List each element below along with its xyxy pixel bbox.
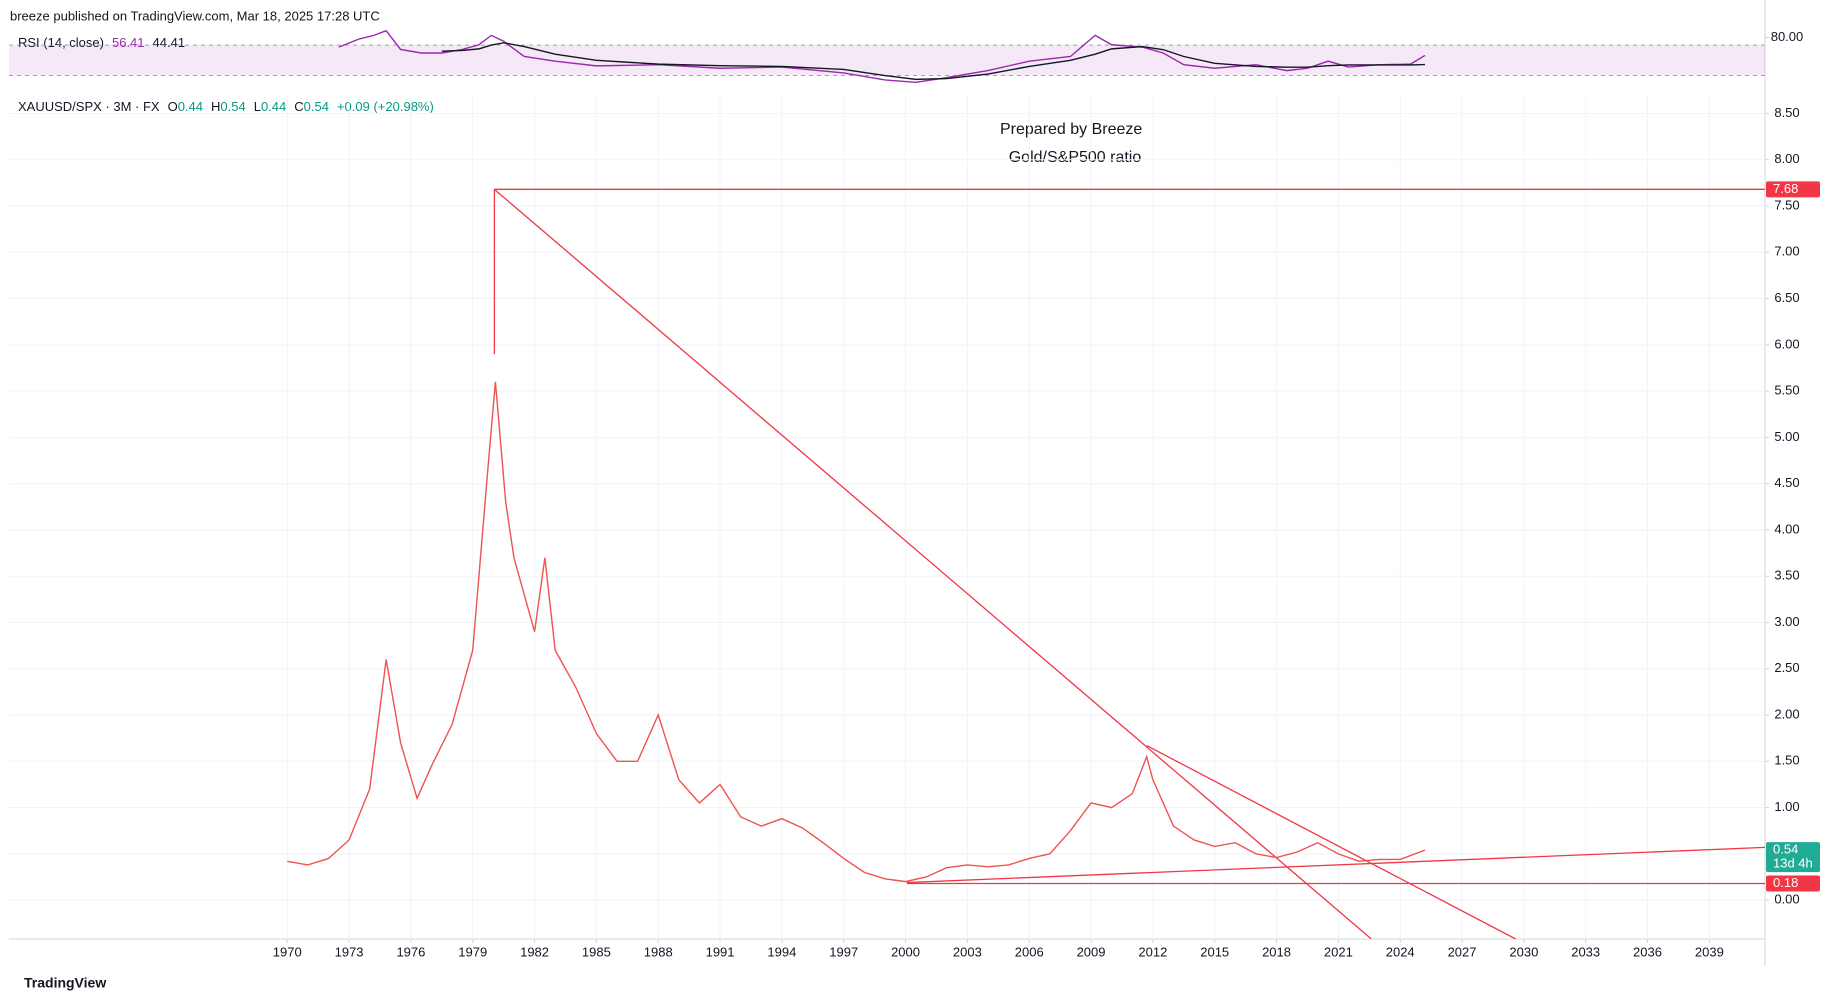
ohlc-value: 0.44 bbox=[178, 99, 203, 114]
annotation: Gold/S&P500 ratio bbox=[1009, 149, 1142, 166]
x-tick-label: 2027 bbox=[1448, 944, 1477, 959]
ohlc-label: H bbox=[211, 99, 220, 114]
price-label-box bbox=[1766, 842, 1820, 873]
y-tick-label: 7.50 bbox=[1774, 197, 1799, 212]
x-tick-label: 1973 bbox=[335, 944, 364, 959]
price-label-box bbox=[1766, 875, 1820, 892]
y-tick-label: 7.00 bbox=[1774, 244, 1799, 259]
x-tick-label: 1982 bbox=[520, 944, 549, 959]
y-tick-label: 4.00 bbox=[1774, 521, 1799, 536]
rsi-value: 56.41 bbox=[112, 35, 145, 50]
y-tick-label: 6.50 bbox=[1774, 290, 1799, 305]
x-tick-label: 1985 bbox=[582, 944, 611, 959]
price-label: 0.54 bbox=[1773, 842, 1798, 857]
annotation: Prepared by Breeze bbox=[1000, 121, 1142, 138]
ohlc-value: 0.44 bbox=[261, 99, 286, 114]
price-sublabel: 13d 4h bbox=[1773, 856, 1813, 871]
y-tick-label: 80.00 bbox=[1771, 29, 1804, 44]
header: breeze published on TradingView.com, Mar… bbox=[10, 8, 380, 23]
series-line bbox=[287, 381, 1426, 883]
y-tick-label: 8.00 bbox=[1774, 151, 1799, 166]
x-tick-label: 1997 bbox=[829, 944, 858, 959]
series-line bbox=[441, 42, 1425, 81]
price-label: 7.68 bbox=[1773, 181, 1798, 196]
x-tick-label: 1994 bbox=[767, 944, 796, 959]
x-tick-label: 2018 bbox=[1262, 944, 1291, 959]
ohlc-value: 0.54 bbox=[304, 99, 329, 114]
rsi-band bbox=[9, 45, 1765, 76]
ohlc-label: C bbox=[294, 99, 303, 114]
x-tick-label: 2030 bbox=[1509, 944, 1538, 959]
y-tick-label: 2.50 bbox=[1774, 660, 1799, 675]
x-tick-label: 2015 bbox=[1200, 944, 1229, 959]
trendline bbox=[906, 846, 1765, 884]
ohlc-label: O bbox=[168, 99, 178, 114]
trendline bbox=[493, 188, 1372, 939]
x-tick-label: 2000 bbox=[891, 944, 920, 959]
x-tick-label: 2033 bbox=[1571, 944, 1600, 959]
rsi-ma-value: 44.41 bbox=[153, 35, 186, 50]
y-tick-label: 2.00 bbox=[1774, 706, 1799, 721]
plot-area bbox=[9, 29, 1765, 83]
footer: TradingView bbox=[24, 975, 106, 991]
y-tick-label: 8.50 bbox=[1774, 105, 1799, 120]
x-tick-label: 2012 bbox=[1138, 944, 1167, 959]
symbol: XAUUSD/SPX · 3M · FX bbox=[18, 99, 160, 114]
price-label-box bbox=[1766, 181, 1820, 198]
x-tick-label: 2009 bbox=[1077, 944, 1106, 959]
y-tick-label: 1.00 bbox=[1774, 799, 1799, 814]
plot-area bbox=[9, 94, 1765, 939]
x-tick-label: 1976 bbox=[396, 944, 425, 959]
x-tick-label: 2021 bbox=[1324, 944, 1353, 959]
y-tick-label: 3.50 bbox=[1774, 568, 1799, 583]
y-tick-label: 3.00 bbox=[1774, 614, 1799, 629]
x-tick-label: 2036 bbox=[1633, 944, 1662, 959]
price-legend: XAUUSD/SPX · 3M · FX O0.44 H0.54 L0.44 C0.54… bbox=[18, 99, 434, 114]
y-tick-label: 0.00 bbox=[1774, 892, 1799, 907]
x-tick-label: 1991 bbox=[706, 944, 735, 959]
x-tick-label: 2024 bbox=[1386, 944, 1415, 959]
rsi-legend: RSI (14, close) 56.41 44.41 bbox=[18, 35, 185, 50]
price-label: 0.18 bbox=[1773, 875, 1798, 890]
x-tick-label: 1970 bbox=[273, 944, 302, 959]
y-tick-label: 6.00 bbox=[1774, 336, 1799, 351]
y-tick-label: 4.50 bbox=[1774, 475, 1799, 490]
x-tick-label: 1988 bbox=[644, 944, 673, 959]
trendline bbox=[1146, 744, 1516, 939]
change: +0.09 (+20.98%) bbox=[337, 99, 434, 114]
x-tick-label: 2039 bbox=[1695, 944, 1724, 959]
rsi-title: RSI (14, close) bbox=[18, 35, 104, 50]
y-tick-label: 5.50 bbox=[1774, 383, 1799, 398]
ohlc-value: 0.54 bbox=[220, 99, 245, 114]
x-tick-label: 2006 bbox=[1015, 944, 1044, 959]
y-tick-label: 1.50 bbox=[1774, 753, 1799, 768]
x-tick-label: 1979 bbox=[458, 944, 487, 959]
y-tick-label: 5.00 bbox=[1774, 429, 1799, 444]
ohlc-label: L bbox=[254, 99, 261, 114]
series-line bbox=[338, 29, 1426, 83]
x-tick-label: 2003 bbox=[953, 944, 982, 959]
